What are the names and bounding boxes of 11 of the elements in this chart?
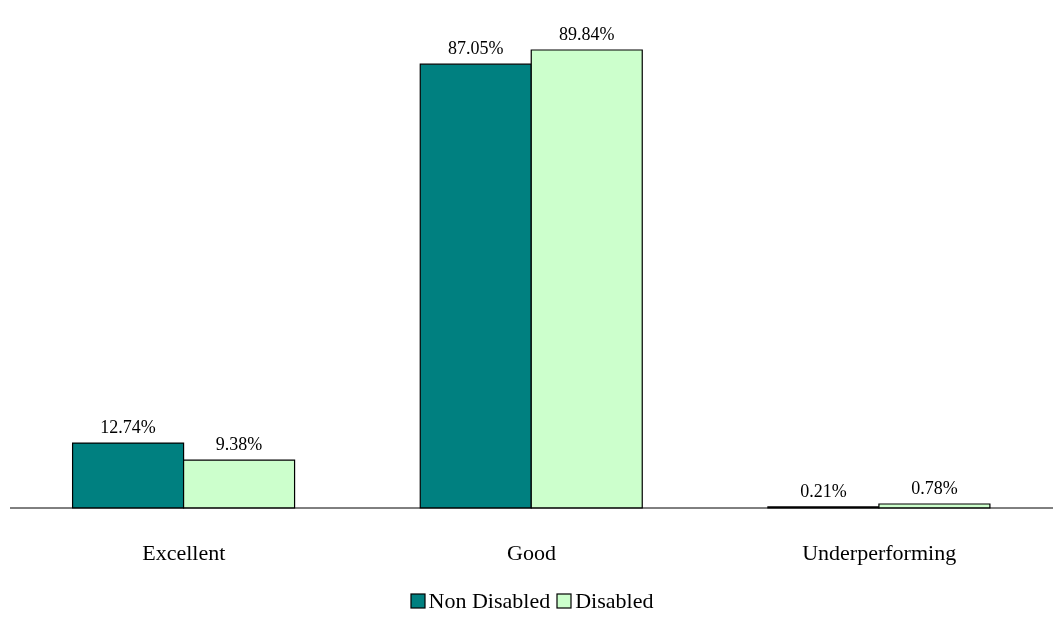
data-label: 0.21%	[800, 480, 847, 501]
x-tick-label: Excellent	[142, 539, 226, 565]
data-label: 12.74%	[100, 417, 156, 438]
data-label: 87.05%	[448, 38, 504, 59]
data-label: 0.78%	[911, 478, 958, 499]
legend-label: Disabled	[575, 588, 654, 614]
data-label: 9.38%	[215, 434, 263, 455]
data-label: 89.84%	[559, 24, 615, 44]
x-tick-label: Good	[507, 539, 556, 565]
legend-label: Non Disabled	[428, 588, 551, 614]
x-tick-label: Underperforming	[802, 539, 957, 565]
